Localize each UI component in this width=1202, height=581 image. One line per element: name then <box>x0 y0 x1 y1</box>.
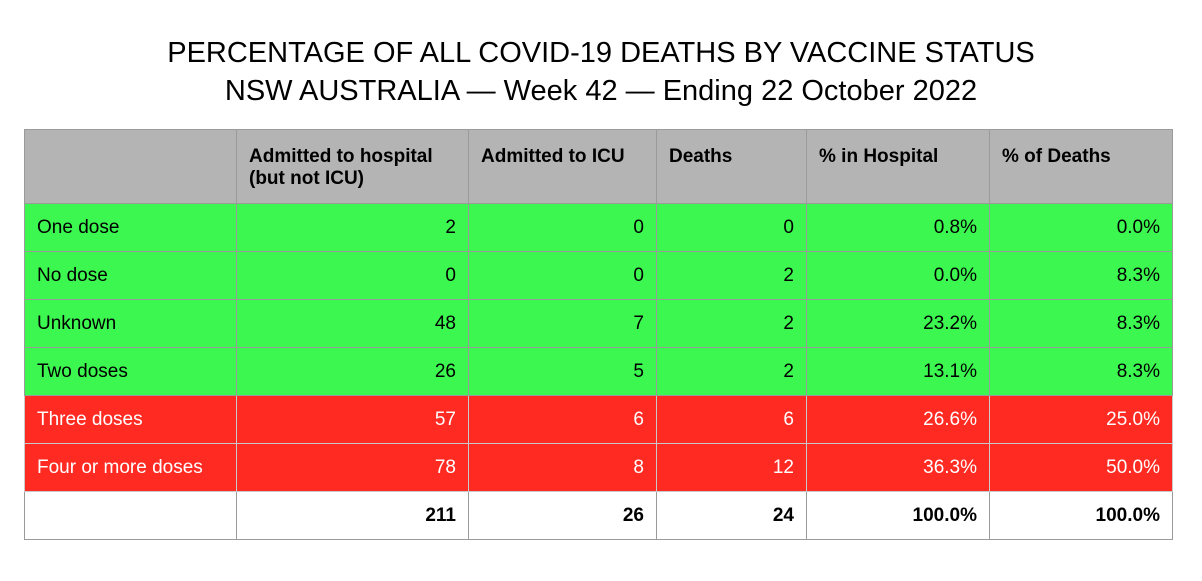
table-header-row: Admitted to hospital (but not ICU) Admit… <box>24 129 1173 204</box>
cell-hospital: 57 <box>236 395 469 444</box>
cell-deaths: 12 <box>656 443 807 492</box>
row-label: Four or more doses <box>24 443 237 492</box>
cell-deaths: 6 <box>656 395 807 444</box>
cell-icu: 0 <box>468 251 657 300</box>
column-header-empty <box>24 129 237 204</box>
total-hospital: 211 <box>236 491 469 540</box>
cell-pct-deaths: 8.3% <box>989 347 1173 396</box>
cell-pct-hospital: 36.3% <box>806 443 990 492</box>
table-row: Four or more doses 78 8 12 36.3% 50.0% <box>24 443 1173 492</box>
column-header-pct-hospital: % in Hospital <box>806 129 990 204</box>
row-label: Unknown <box>24 299 237 348</box>
total-icu: 26 <box>468 491 657 540</box>
vaccine-status-table: Admitted to hospital (but not ICU) Admit… <box>24 129 1173 540</box>
column-header-deaths: Deaths <box>656 129 807 204</box>
cell-icu: 7 <box>468 299 657 348</box>
cell-pct-hospital: 26.6% <box>806 395 990 444</box>
cell-pct-hospital: 0.8% <box>806 203 990 252</box>
cell-hospital: 0 <box>236 251 469 300</box>
cell-deaths: 2 <box>656 347 807 396</box>
cell-hospital: 78 <box>236 443 469 492</box>
cell-hospital: 48 <box>236 299 469 348</box>
row-label: Three doses <box>24 395 237 444</box>
cell-pct-hospital: 0.0% <box>806 251 990 300</box>
cell-icu: 5 <box>468 347 657 396</box>
cell-pct-deaths: 8.3% <box>989 299 1173 348</box>
cell-pct-hospital: 23.2% <box>806 299 990 348</box>
cell-pct-deaths: 0.0% <box>989 203 1173 252</box>
title-line-2: NSW AUSTRALIA — Week 42 — Ending 22 Octo… <box>224 75 978 107</box>
total-deaths: 24 <box>656 491 807 540</box>
cell-icu: 8 <box>468 443 657 492</box>
cell-pct-deaths: 8.3% <box>989 251 1173 300</box>
table-row: No dose 0 0 2 0.0% 8.3% <box>24 251 1173 300</box>
cell-deaths: 2 <box>656 299 807 348</box>
totals-row: 211 26 24 100.0% 100.0% <box>24 491 1173 540</box>
table-row: Two doses 26 5 2 13.1% 8.3% <box>24 347 1173 396</box>
totals-label <box>24 491 237 540</box>
cell-pct-hospital: 13.1% <box>806 347 990 396</box>
total-pct-hospital: 100.0% <box>806 491 990 540</box>
table-row: One dose 2 0 0 0.8% 0.0% <box>24 203 1173 252</box>
cell-hospital: 26 <box>236 347 469 396</box>
title-line-1: PERCENTAGE OF ALL COVID-19 DEATHS BY VAC… <box>167 37 1035 69</box>
cell-deaths: 2 <box>656 251 807 300</box>
cell-deaths: 0 <box>656 203 807 252</box>
column-header-hospital: Admitted to hospital (but not ICU) <box>236 129 469 204</box>
total-pct-deaths: 100.0% <box>989 491 1173 540</box>
table-row: Three doses 57 6 6 26.6% 25.0% <box>24 395 1173 444</box>
table-row: Unknown 48 7 2 23.2% 8.3% <box>24 299 1173 348</box>
page-title: PERCENTAGE OF ALL COVID-19 DEATHS BY VAC… <box>0 34 1202 110</box>
cell-icu: 0 <box>468 203 657 252</box>
column-header-pct-deaths: % of Deaths <box>989 129 1173 204</box>
row-label: One dose <box>24 203 237 252</box>
column-header-icu: Admitted to ICU <box>468 129 657 204</box>
cell-icu: 6 <box>468 395 657 444</box>
row-label: No dose <box>24 251 237 300</box>
cell-pct-deaths: 50.0% <box>989 443 1173 492</box>
cell-pct-deaths: 25.0% <box>989 395 1173 444</box>
row-label: Two doses <box>24 347 237 396</box>
cell-hospital: 2 <box>236 203 469 252</box>
